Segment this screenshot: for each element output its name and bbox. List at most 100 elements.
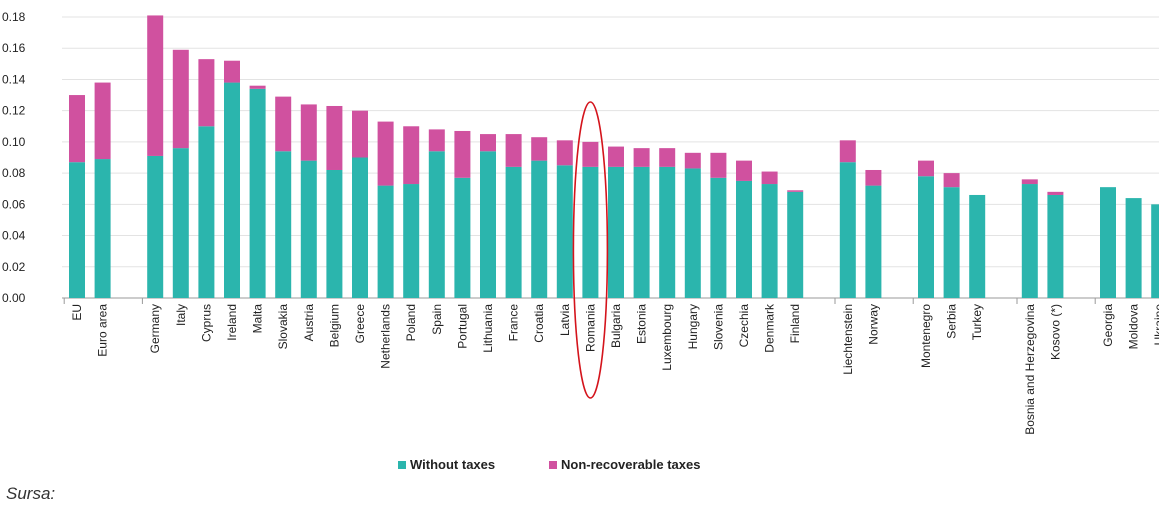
bar-without-taxes	[377, 185, 394, 298]
y-tick-label: 0.14	[2, 72, 26, 86]
x-tick-label: Estonia	[635, 304, 649, 344]
x-tick-label: Denmark	[763, 303, 777, 353]
x-tick-label: Croatia	[532, 304, 546, 343]
x-tick-label: Hungary	[686, 304, 700, 349]
bar-non-recoverable-taxes	[480, 134, 496, 152]
bar-non-recoverable-taxes	[556, 140, 573, 166]
bar-non-recoverable-taxes	[608, 146, 624, 167]
x-tick-label: Cyprus	[199, 304, 213, 342]
source-note: Sursa:	[6, 484, 56, 503]
y-axis: 0.00 0.02 0.04 0.06 0.08 0.10 0.12 0.14 0.16 0.18	[2, 10, 26, 305]
bar-non-recoverable-taxes	[428, 129, 445, 152]
legend: Without taxes Non-recoverable taxes	[398, 457, 700, 472]
bar-non-recoverable-taxes	[918, 160, 934, 177]
bar-non-recoverable-taxes	[403, 126, 420, 185]
y-tick-label: 0.06	[2, 197, 26, 211]
x-tick-label: Slovenia	[711, 304, 725, 350]
bar-without-taxes	[608, 166, 624, 298]
y-tick-label: 0.12	[2, 104, 26, 118]
x-tick-label: Austria	[302, 304, 316, 342]
bar-non-recoverable-taxes	[377, 121, 394, 186]
y-tick-label: 0.10	[2, 135, 26, 149]
y-tick-label: 0.02	[2, 260, 26, 274]
x-tick-label: Portugal	[455, 304, 469, 349]
bar-non-recoverable-taxes	[531, 137, 548, 161]
bar-without-taxes	[172, 148, 189, 298]
bar-without-taxes	[249, 88, 266, 298]
legend-label-non-recoverable-taxes: Non-recoverable taxes	[561, 457, 700, 472]
x-tick-label: Finland	[788, 304, 802, 343]
legend-swatch-without-taxes	[398, 461, 406, 469]
bar-without-taxes	[326, 169, 343, 298]
bar-without-taxes	[454, 177, 471, 298]
bar-without-taxes	[710, 177, 727, 298]
bar-without-taxes	[918, 176, 934, 298]
x-tick-label: EU	[70, 304, 84, 321]
bar-non-recoverable-taxes	[198, 59, 215, 127]
bar-without-taxes	[147, 155, 164, 298]
legend-label-without-taxes: Without taxes	[410, 457, 495, 472]
bar-without-taxes	[224, 82, 240, 298]
x-tick-label: Moldova	[1127, 304, 1141, 350]
bar-non-recoverable-taxes	[633, 148, 650, 167]
bar-without-taxes	[684, 168, 701, 298]
bar-without-taxes	[969, 194, 986, 298]
y-tick-label: 0.00	[2, 291, 26, 305]
bars	[69, 15, 1159, 299]
x-tick-label: Ireland	[225, 304, 239, 341]
bar-non-recoverable-taxes	[172, 49, 189, 149]
bar-without-taxes	[403, 184, 420, 298]
x-tick-label: Italy	[174, 304, 188, 326]
x-tick-label: Serbia	[945, 304, 959, 339]
bar-without-taxes	[736, 180, 752, 298]
bar-without-taxes	[300, 160, 317, 298]
bar-without-taxes	[659, 166, 676, 298]
bar-without-taxes	[633, 166, 650, 298]
bar-without-taxes	[198, 126, 215, 299]
x-tick-label: Czechia	[737, 304, 751, 348]
bar-non-recoverable-taxes	[69, 95, 85, 163]
legend-swatch-non-recoverable-taxes	[549, 461, 557, 469]
x-tick-label: Malta	[251, 304, 265, 334]
x-tick-label: Ukraine	[1152, 304, 1159, 346]
x-tick-label: Poland	[404, 304, 418, 341]
bar-without-taxes	[505, 166, 522, 298]
x-tick-label: Romania	[583, 304, 597, 352]
x-axis-labels: EU Euro area Germany Italy Cyprus Ireland Malt…	[70, 303, 1159, 435]
bar-non-recoverable-taxes	[224, 60, 240, 83]
bar-without-taxes	[1151, 204, 1159, 298]
bar-non-recoverable-taxes	[352, 110, 368, 158]
x-tick-label: Bulgaria	[609, 304, 623, 348]
bar-non-recoverable-taxes	[505, 134, 522, 167]
x-tick-label: Slovakia	[276, 304, 290, 350]
x-tick-label: Luxembourg	[660, 304, 674, 371]
bar-without-taxes	[1125, 198, 1142, 298]
x-tick-label: Turkey	[970, 304, 984, 340]
bar-without-taxes	[761, 184, 778, 298]
bar-without-taxes	[1100, 187, 1116, 298]
y-tick-label: 0.04	[2, 229, 26, 243]
bar-non-recoverable-taxes	[943, 173, 960, 188]
x-tick-label: Germany	[148, 304, 162, 353]
bar-without-taxes	[1021, 184, 1038, 298]
bar-without-taxes	[352, 157, 368, 298]
bar-non-recoverable-taxes	[94, 82, 111, 160]
x-tick-label: Greece	[353, 304, 367, 344]
bar-without-taxes	[865, 185, 882, 298]
x-tick-label: Kosovo (*)	[1048, 304, 1062, 360]
bar-without-taxes	[480, 151, 496, 298]
bar-non-recoverable-taxes	[865, 169, 882, 186]
x-tick-label: Norway	[866, 304, 880, 345]
bar-non-recoverable-taxes	[1047, 191, 1064, 195]
bar-non-recoverable-taxes	[454, 130, 471, 178]
x-tick-label: Euro area	[96, 304, 110, 357]
bar-non-recoverable-taxes	[659, 148, 676, 167]
bar-non-recoverable-taxes	[300, 104, 317, 161]
x-tick-label: Netherlands	[379, 304, 393, 369]
bar-without-taxes	[556, 165, 573, 298]
y-tick-label: 0.18	[2, 10, 26, 24]
bar-non-recoverable-taxes	[147, 15, 164, 156]
bar-without-taxes	[531, 160, 548, 298]
bar-non-recoverable-taxes	[736, 160, 752, 181]
